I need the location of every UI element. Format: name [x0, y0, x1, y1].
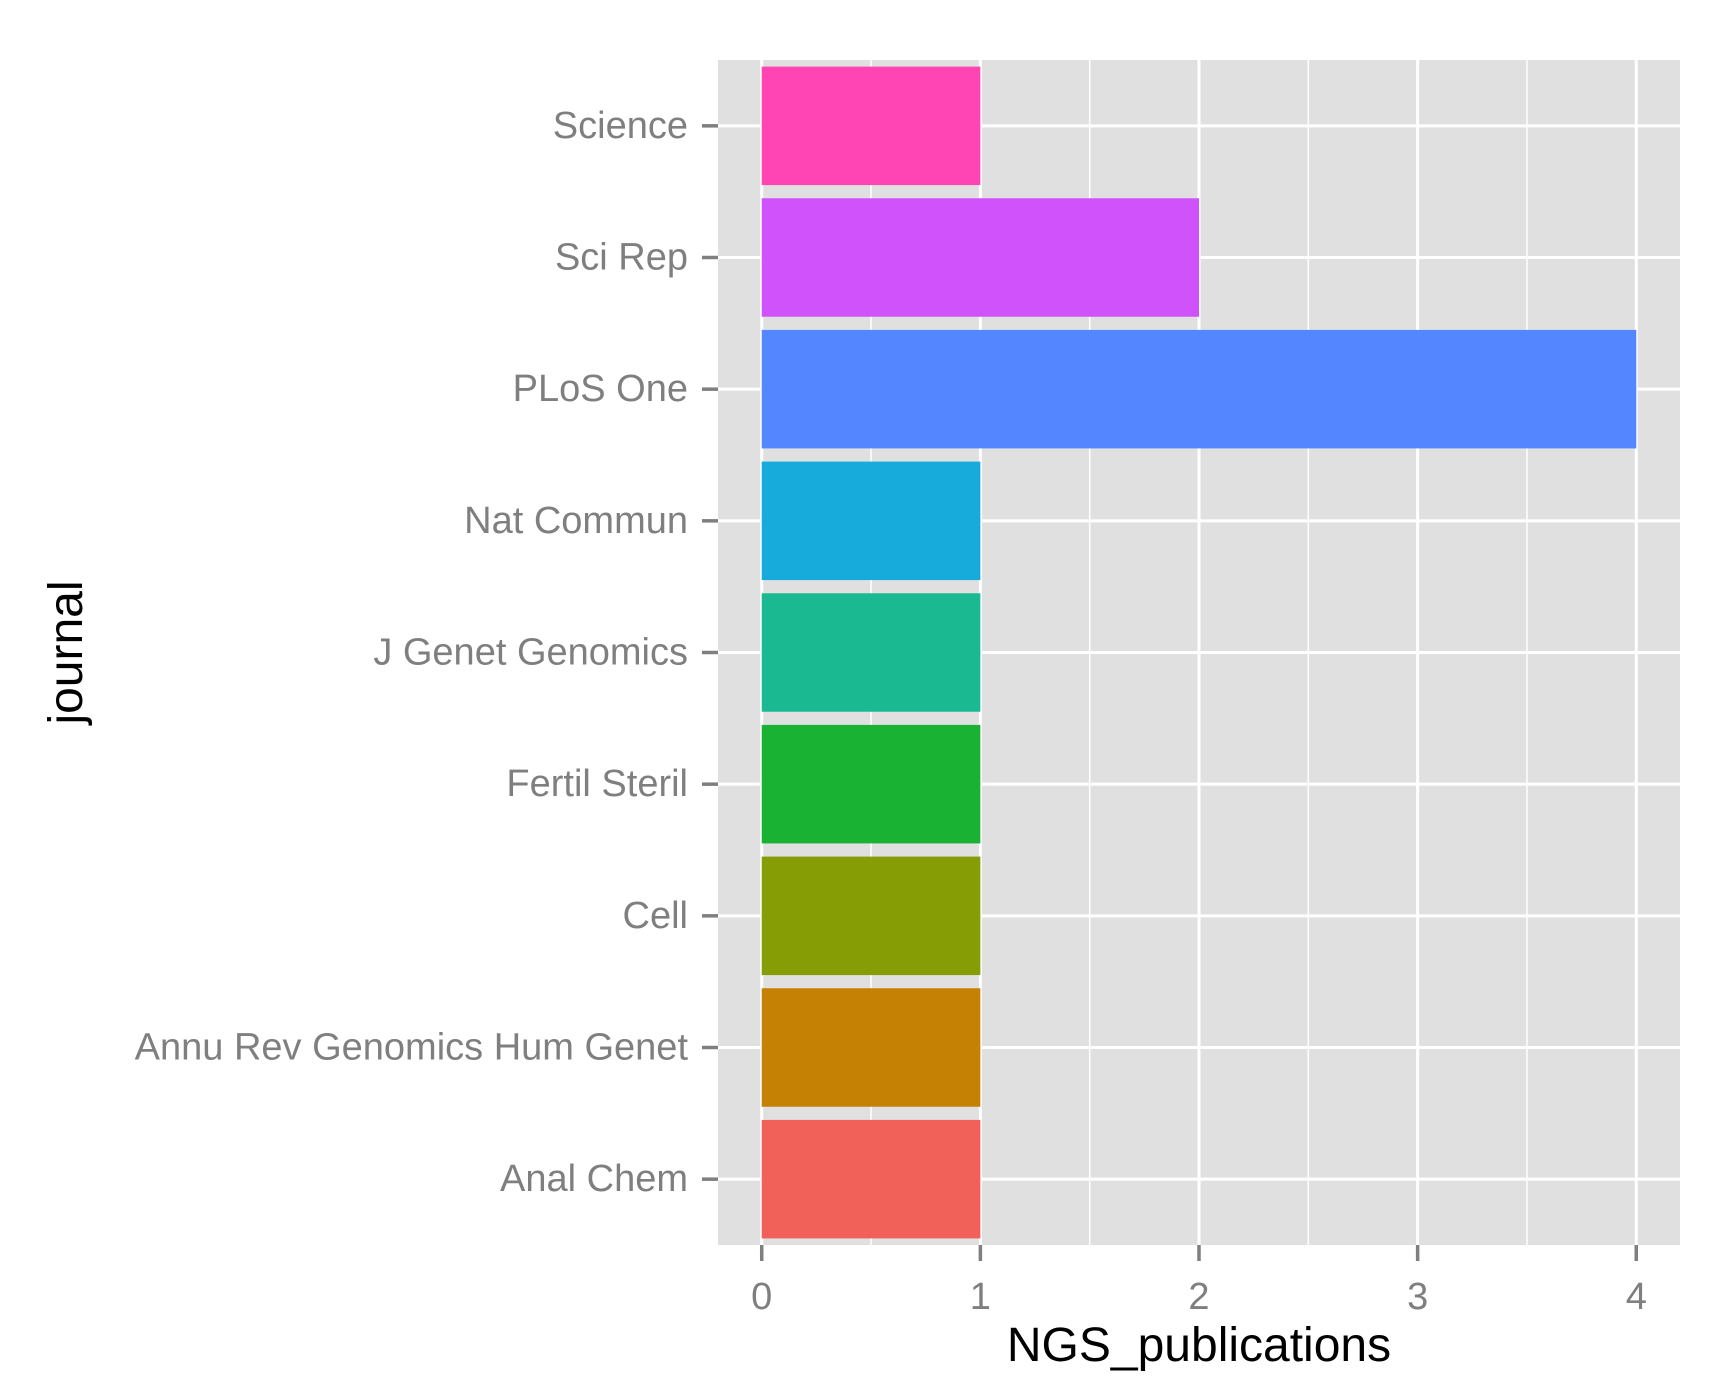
y-tick-label: Sci Rep	[555, 237, 688, 279]
bar-sci-rep	[761, 198, 1199, 317]
bars	[761, 66, 1637, 1239]
bar-anal-chem	[761, 1119, 981, 1239]
y-tick-label: Annu Rev Genomics Hum Genet	[135, 1027, 689, 1069]
x-tick-label: 2	[1188, 1276, 1209, 1318]
bar-plos-one	[761, 329, 1637, 449]
bar-j-genet-genomics	[761, 593, 981, 712]
bar-cell	[761, 856, 981, 976]
bar-fertil-steril	[761, 724, 981, 844]
y-tick-label: Cell	[623, 895, 688, 937]
bar-annu-rev-genomics-hum-genet	[761, 988, 981, 1107]
y-tick-label: PLoS One	[513, 368, 688, 410]
y-tick-label: Fertil Steril	[506, 763, 688, 805]
bar-nat-commun	[761, 461, 981, 581]
x-axis-title: NGS_publications	[1007, 1319, 1391, 1372]
x-tick-label: 0	[751, 1276, 772, 1318]
y-tick-label: J Genet Genomics	[373, 632, 688, 674]
bar-science	[761, 66, 981, 186]
y-tick-label: Anal Chem	[500, 1158, 688, 1200]
y-tick-label: Nat Commun	[464, 500, 688, 542]
grid-lines	[718, 60, 1680, 1245]
x-axis: 0 1 2 3 4	[751, 1245, 1647, 1318]
x-tick-label: 1	[970, 1276, 991, 1318]
y-axis-title: journal	[40, 580, 93, 726]
y-tick-label: Science	[553, 105, 688, 147]
x-tick-label: 4	[1626, 1276, 1647, 1318]
x-tick-label: 3	[1407, 1276, 1428, 1318]
y-axis: Anal Chem Annu Rev Genomics Hum Genet Cell…	[135, 105, 718, 1200]
